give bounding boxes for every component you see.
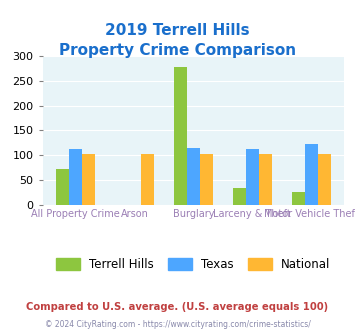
Bar (233, 188, 246, 205)
Bar (259, 154, 272, 205)
Text: © 2024 CityRating.com - https://www.cityrating.com/crime-statistics/: © 2024 CityRating.com - https://www.city… (45, 320, 310, 329)
Legend: Terrell Hills, Texas, National: Terrell Hills, Texas, National (51, 253, 335, 276)
Bar (174, 67, 187, 205)
Text: Compared to U.S. average. (U.S. average equals 100): Compared to U.S. average. (U.S. average … (26, 302, 329, 312)
Bar (69, 148, 82, 205)
Bar (246, 148, 259, 205)
Bar (187, 148, 200, 205)
Bar (200, 154, 213, 205)
Text: Property Crime Comparison: Property Crime Comparison (59, 43, 296, 58)
Bar (56, 169, 69, 205)
Bar (292, 192, 305, 205)
Bar (82, 154, 95, 205)
Bar (305, 144, 318, 205)
Bar (318, 154, 331, 205)
Text: 2019 Terrell Hills: 2019 Terrell Hills (105, 23, 250, 38)
Bar (141, 154, 154, 205)
